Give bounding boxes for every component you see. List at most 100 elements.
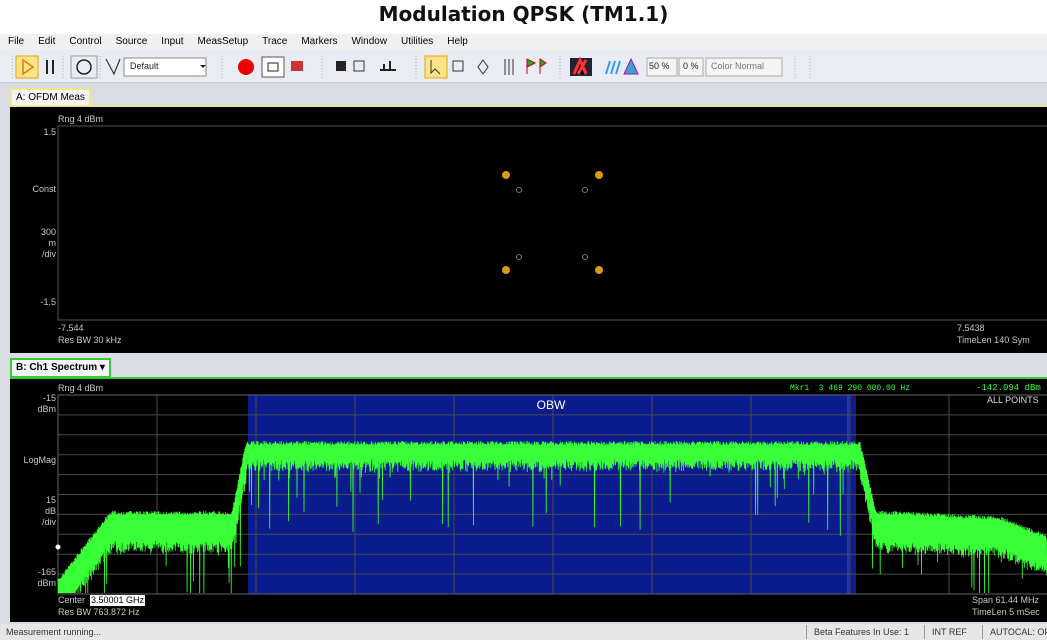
color-mode-dropdown[interactable] bbox=[705, 57, 783, 77]
grid-button[interactable] bbox=[353, 60, 365, 72]
pane-a: Rng 4 dBm 1.5 Const 300 m /div -1.5 -7.5… bbox=[10, 105, 1047, 353]
symbol bbox=[595, 266, 603, 274]
obw-label: OBW bbox=[536, 398, 566, 412]
res-bw-label: Res BW 763.872 Hz bbox=[58, 607, 140, 617]
marker-dot bbox=[55, 544, 61, 550]
ideal-point bbox=[516, 187, 522, 193]
x-stop-label: 7.5438 bbox=[957, 323, 985, 333]
menu-item[interactable]: Window bbox=[351, 36, 388, 47]
capture-button[interactable] bbox=[261, 56, 285, 78]
pause-button[interactable] bbox=[46, 60, 54, 74]
y-top-unit: dBm bbox=[37, 404, 56, 414]
range-label: Rng 4 dBm bbox=[58, 383, 104, 393]
time-len-label: TimeLen 5 mSec bbox=[972, 607, 1040, 617]
center-value[interactable]: 3.50001 GHz bbox=[90, 595, 146, 606]
grid bbox=[58, 395, 1047, 594]
toolbar: Default 50 % 0 % Color Normal bbox=[0, 50, 1047, 83]
flags-button[interactable] bbox=[526, 58, 547, 74]
autorange-button[interactable] bbox=[105, 58, 121, 76]
dropdown-arrow bbox=[200, 65, 206, 68]
capture-icon bbox=[267, 62, 279, 72]
layout-button[interactable] bbox=[336, 61, 346, 71]
plot-frame bbox=[57, 125, 1047, 321]
menu-item[interactable]: Control bbox=[69, 36, 102, 47]
range-label: Rng 4 dBm bbox=[58, 114, 104, 124]
pane-b-tab[interactable]: B: Ch1 Spectrum bbox=[10, 358, 111, 378]
menu-item[interactable]: Help bbox=[447, 36, 468, 47]
app-window: File Edit Control Source Input MeasSetup Trace… bbox=[0, 34, 1047, 640]
page-title: Modulation QPSK (TM1.1) bbox=[378, 2, 669, 26]
scale-div: /div bbox=[41, 249, 56, 259]
y-bottom-value: -165 bbox=[37, 567, 56, 577]
status-item: AUTOCAL: OFF bbox=[990, 627, 1047, 637]
scale-value: 15 bbox=[45, 495, 56, 505]
status-bar: Measurement running... Beta Features In U… bbox=[0, 624, 1047, 640]
spectrum-plot bbox=[55, 394, 1047, 595]
ideal-points bbox=[516, 187, 588, 260]
restart-button[interactable] bbox=[76, 59, 92, 75]
record-button[interactable] bbox=[238, 59, 254, 75]
time-len-label: TimeLen 140 Sym bbox=[957, 335, 1030, 345]
restart-frame bbox=[70, 55, 98, 79]
preset-label[interactable]: Default bbox=[130, 61, 159, 71]
status-separator bbox=[924, 625, 925, 639]
waterfall-button[interactable] bbox=[605, 60, 621, 75]
status-item: Measurement running... bbox=[6, 627, 102, 637]
scale-unit: m bbox=[48, 238, 57, 248]
scale-value: 300 bbox=[40, 227, 56, 237]
status-item: INT REF bbox=[932, 627, 967, 637]
percent-a-box[interactable] bbox=[646, 57, 678, 77]
trace-button[interactable] bbox=[380, 61, 396, 71]
preset-dropdown[interactable] bbox=[123, 57, 207, 77]
menu-item[interactable]: File bbox=[8, 36, 25, 47]
color-mode[interactable]: Color Normal bbox=[711, 61, 765, 71]
ideal-point bbox=[516, 254, 522, 260]
percent-b-box[interactable] bbox=[678, 57, 704, 77]
y-bottom-label: -1.5 bbox=[40, 297, 56, 307]
spectrum-trace bbox=[57, 440, 1047, 594]
status-separator bbox=[806, 625, 807, 639]
marker-button[interactable] bbox=[477, 59, 489, 75]
zoom-button[interactable] bbox=[452, 60, 464, 72]
spectrogram-icon bbox=[572, 56, 588, 75]
constellation-plot bbox=[57, 125, 1047, 321]
bands-button[interactable] bbox=[504, 59, 514, 75]
ideal-point bbox=[582, 187, 588, 193]
percent-a[interactable]: 50 % bbox=[649, 61, 670, 71]
ideal-point bbox=[582, 254, 588, 260]
menu-item[interactable]: Markers bbox=[301, 36, 338, 47]
span-label: Span 61.44 MHz bbox=[972, 595, 1040, 605]
play-icon bbox=[22, 58, 35, 76]
pane-a-tab[interactable]: A: OFDM Meas bbox=[10, 88, 91, 106]
toolbar-icons bbox=[11, 55, 811, 79]
pointer-icon bbox=[430, 60, 441, 75]
menu-item[interactable]: Utilities bbox=[401, 36, 434, 47]
menu-item[interactable]: Edit bbox=[38, 36, 56, 47]
symbol bbox=[595, 171, 603, 179]
scale-div: /div bbox=[41, 517, 56, 527]
color-button[interactable] bbox=[623, 57, 639, 75]
x-start-label: -7.544 bbox=[58, 323, 84, 333]
run-button[interactable] bbox=[15, 55, 39, 79]
playback-button[interactable] bbox=[291, 61, 303, 71]
y-top-value: -15 bbox=[42, 393, 56, 403]
percent-b[interactable]: 0 % bbox=[683, 61, 699, 71]
res-bw-label: Res BW 30 kHz bbox=[58, 335, 122, 345]
pointer-button[interactable] bbox=[424, 55, 448, 79]
marker-value: -142.094 dBm bbox=[976, 383, 1041, 393]
pane-b: OBW Rng 4 dBm Mkr1 3 469 290 000.00 Hz -… bbox=[10, 377, 1047, 622]
symbol bbox=[502, 171, 510, 179]
menu-bar: File Edit Control Source Input MeasSetup Trace… bbox=[0, 34, 1047, 50]
menu-item[interactable]: Trace bbox=[262, 36, 288, 47]
y-bottom-unit: dBm bbox=[37, 578, 56, 588]
status-separator bbox=[982, 625, 983, 639]
y-top-label: 1.5 bbox=[43, 127, 56, 137]
menu-item[interactable]: MeasSetup bbox=[197, 36, 249, 47]
plot-frame bbox=[57, 394, 1047, 595]
center-label: Center bbox=[58, 595, 86, 605]
symbol bbox=[502, 266, 510, 274]
menu-item[interactable]: Source bbox=[115, 36, 148, 47]
detector-label: ALL POINTS bbox=[987, 395, 1039, 405]
menu-item[interactable]: Input bbox=[161, 36, 184, 47]
